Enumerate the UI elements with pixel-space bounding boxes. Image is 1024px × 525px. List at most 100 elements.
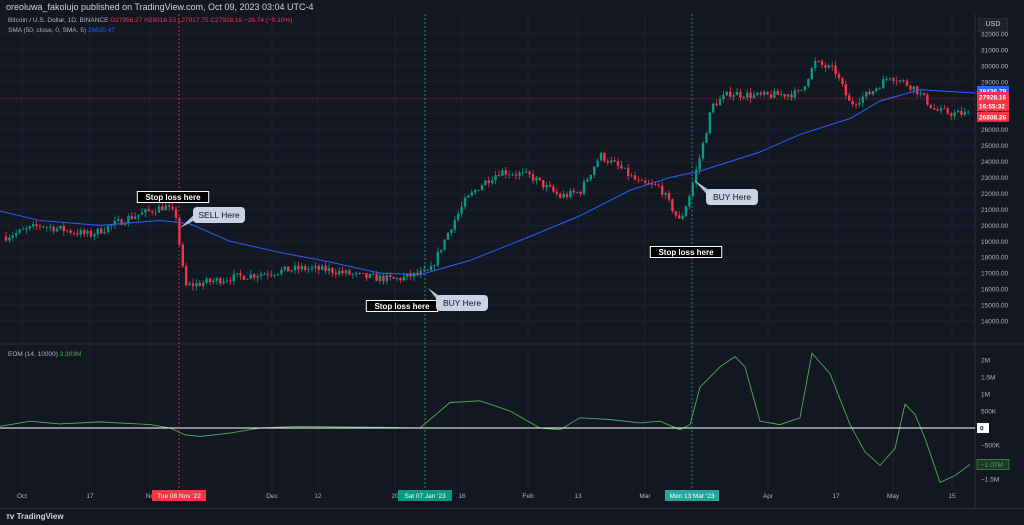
candle xyxy=(185,262,188,287)
candle-body xyxy=(338,270,341,275)
time-tick-label: 17 xyxy=(86,493,94,500)
legend-eom-value: 3.303M xyxy=(59,351,82,358)
candle xyxy=(769,90,773,100)
candle-body xyxy=(841,77,844,85)
legend-row-eom[interactable]: EOM (14, 10000) 3.303M xyxy=(8,350,81,359)
candle xyxy=(460,202,463,218)
candle xyxy=(929,104,932,109)
candle xyxy=(21,225,25,231)
candle xyxy=(368,273,371,279)
candle xyxy=(463,194,467,210)
candle-body xyxy=(351,274,354,275)
candle xyxy=(565,191,569,200)
candle-body xyxy=(477,189,480,191)
candle xyxy=(457,210,460,222)
candle-body xyxy=(222,281,225,284)
candle xyxy=(616,158,620,170)
candlestick-series xyxy=(4,57,970,291)
candle-body xyxy=(344,270,348,274)
candle-body xyxy=(21,229,25,231)
candle xyxy=(926,92,929,107)
candle-body xyxy=(355,272,358,275)
candle xyxy=(800,90,803,92)
candle-body xyxy=(49,226,52,228)
candle-body xyxy=(800,90,803,91)
candle-body xyxy=(38,225,42,227)
candle xyxy=(205,276,208,284)
eom-line xyxy=(0,352,971,484)
candle-body xyxy=(259,274,263,277)
candle xyxy=(885,76,888,83)
candle xyxy=(263,272,266,275)
price-tick-label: 22000.00 xyxy=(981,191,1008,198)
candle xyxy=(426,268,429,271)
price-tick-label: 18000.00 xyxy=(981,255,1008,262)
candle xyxy=(348,268,351,276)
candle-body xyxy=(106,225,110,232)
candle xyxy=(314,262,317,273)
candle xyxy=(174,205,178,222)
candle-body xyxy=(310,267,314,269)
candle xyxy=(902,78,905,83)
candle-body xyxy=(236,273,239,275)
candle xyxy=(45,225,48,232)
candle-body xyxy=(858,102,861,105)
currency-button[interactable]: USD xyxy=(978,18,1008,32)
candle-body xyxy=(440,249,443,252)
eom-tick-label: 2M xyxy=(981,358,990,365)
candle-body xyxy=(766,91,769,95)
price-tick-label: 19000.00 xyxy=(981,239,1008,246)
candle xyxy=(232,269,235,285)
candle-body xyxy=(538,177,541,181)
last-price-tag-bg xyxy=(977,91,1009,102)
candle xyxy=(773,88,776,99)
candle xyxy=(827,63,830,70)
tradingview-logo[interactable]: ᴛᴠ TradingView xyxy=(6,512,64,521)
candle-body xyxy=(62,225,65,232)
candle xyxy=(766,91,769,96)
candle xyxy=(100,226,103,235)
candle xyxy=(198,279,201,287)
candle-body xyxy=(542,180,545,188)
candle-body xyxy=(253,274,256,278)
candle-body xyxy=(45,227,48,229)
legend-row-sma[interactable]: SMA (50, close, 0, SMA, 5) 26620.47 xyxy=(8,26,115,35)
candle-body xyxy=(909,85,912,90)
price-tick-label: 15000.00 xyxy=(981,303,1008,310)
candle-body xyxy=(640,180,643,181)
candle xyxy=(11,232,14,242)
sell-bubble: SELL Here xyxy=(198,210,240,220)
time-tick-label: Oct xyxy=(17,493,27,500)
stop-loss-label-2-inner xyxy=(366,301,438,311)
candle-body xyxy=(854,104,858,106)
candle xyxy=(882,75,885,89)
candle-body xyxy=(725,91,728,96)
candle xyxy=(661,181,664,198)
candle xyxy=(538,177,541,182)
candle xyxy=(919,89,922,97)
candle xyxy=(103,227,106,235)
price-tick-label: 16000.00 xyxy=(981,287,1008,294)
candle-body xyxy=(185,266,188,285)
candle xyxy=(484,179,487,186)
price-tick-label: 32000.00 xyxy=(981,32,1008,39)
candle xyxy=(256,274,259,283)
candle xyxy=(705,131,708,143)
candle xyxy=(8,234,11,244)
sell-bubble-bg xyxy=(193,207,245,223)
candle-body xyxy=(732,95,735,97)
time-tick-label: 13 xyxy=(574,493,582,500)
candle-body xyxy=(715,103,718,106)
candle-body xyxy=(304,266,307,270)
time-tick-label: Apr xyxy=(763,493,774,500)
price-chart[interactable]: 32000.0031000.0030000.0029000.0028000.00… xyxy=(0,14,1024,508)
candle-body xyxy=(569,190,572,197)
candle-body xyxy=(695,169,698,184)
candle xyxy=(712,102,715,114)
candle xyxy=(273,273,276,278)
candle xyxy=(596,158,599,168)
price-tick-label: 31000.00 xyxy=(981,47,1008,54)
candle xyxy=(722,90,725,103)
candle-body xyxy=(943,108,946,109)
candle-body xyxy=(474,190,477,193)
